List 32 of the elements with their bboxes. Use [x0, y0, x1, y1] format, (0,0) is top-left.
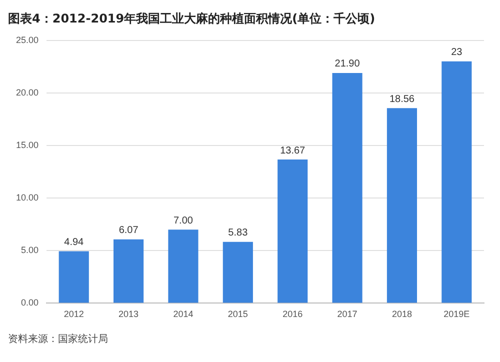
- y-tick-label: 15.00: [16, 140, 39, 150]
- x-tick-label: 2013: [118, 309, 139, 320]
- data-label: 4.94: [64, 237, 84, 248]
- bar: [222, 242, 253, 303]
- bar: [168, 230, 198, 303]
- data-label: 13.67: [280, 145, 306, 156]
- x-tick-label: 2014: [173, 309, 194, 320]
- bar: [278, 160, 308, 303]
- x-tick-label: 2016: [282, 309, 303, 320]
- chart-title: 图表4：2012-2019年我国工业大麻的种植面积情况(单位：千公顷): [8, 11, 376, 26]
- y-tick-label: 5.00: [20, 245, 39, 256]
- x-tick-label: 2018: [392, 309, 412, 320]
- data-label: 7.00: [174, 215, 194, 226]
- text: 资料来源：国家统计局: [8, 332, 109, 346]
- bar: [332, 72, 362, 303]
- y-tick-label: 20.00: [16, 87, 39, 98]
- data-label: 18.56: [389, 94, 415, 105]
- x-tick-label: 2019E: [444, 309, 470, 320]
- x-tick-label: 2015: [228, 309, 248, 320]
- bar: [58, 251, 89, 303]
- data-label: 6.07: [118, 225, 139, 236]
- bar: [114, 239, 144, 303]
- x-tick-label: 2017: [337, 309, 358, 320]
- y-tick-label: 0.00: [20, 298, 39, 308]
- x-tick-label: 2012: [64, 309, 84, 320]
- data-label: 5.83: [228, 228, 248, 239]
- data-label: 23: [451, 47, 463, 58]
- y-tick-label: 25.00: [16, 34, 39, 45]
- data-label: 21.90: [334, 58, 360, 70]
- bar: [386, 108, 418, 303]
- bar: [442, 61, 472, 303]
- y-tick-label: 10.00: [16, 192, 39, 203]
